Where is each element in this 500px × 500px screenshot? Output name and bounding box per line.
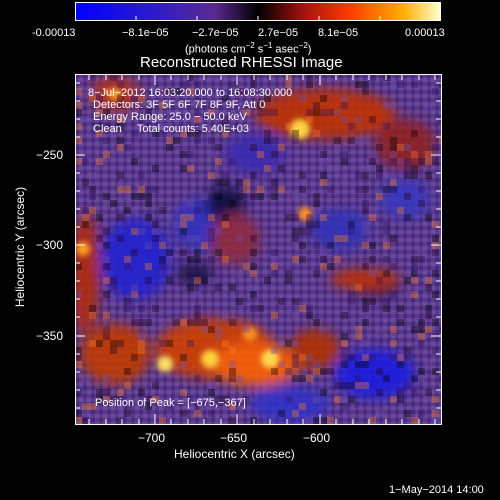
plot-title: Reconstructed RHESSI Image (140, 54, 343, 71)
annotation-time-range: 8−Jul−2012 16:03:20.000 to 16:08:30.000 (88, 87, 293, 99)
y-tick-label-3: −350 (36, 329, 64, 343)
units-sup-1: −2 (245, 41, 255, 50)
x-tick-label-3: −600 (303, 431, 331, 445)
units-part-3: asec (272, 43, 299, 56)
units-sup-3: −2 (298, 41, 308, 50)
colorbar (75, 2, 441, 21)
rhessi-image (75, 74, 441, 424)
units-sup-2: −1 (263, 41, 273, 50)
annotation-detectors: Detectors: 3F 5F 6F 7F 8F 9F, Att 0 (93, 99, 266, 111)
units-part-4: ) (307, 43, 312, 56)
x-tick-label-1: −700 (138, 431, 166, 445)
colorbar-tick-4: 2.7e−05 (258, 27, 299, 39)
colorbar-units: (photons cm−2 s−1 asec−2) (185, 40, 311, 56)
colorbar-tick-1: -0.00013 (32, 27, 76, 39)
y-axis-label: Heliocentric Y (arcsec) (13, 186, 27, 308)
colorbar-tick-3: −2.7e−05 (192, 27, 239, 39)
colorbar-tick-2: −8.1e−05 (122, 27, 169, 39)
units-part-1: (photons cm (185, 43, 246, 56)
units-part-2: s (254, 43, 264, 56)
annotation-counts: Clean Total counts: 5.40E+03 (93, 123, 250, 135)
y-tick-label-2: −300 (36, 238, 64, 252)
footer-date: 1−May−2014 14:00 (389, 484, 484, 496)
annotation-energy-range: Energy Range: 25.0 − 50.0 keV (93, 111, 247, 123)
pixel-noise (75, 74, 441, 424)
x-axis-label: Heliocentric X (arcsec) (174, 447, 295, 461)
colorbar-tick-5: 8.1e−05 (318, 27, 359, 39)
x-tick-label-2: −650 (220, 431, 248, 445)
annotation-peak-position: Position of Peak = [−675,−367] (95, 397, 246, 409)
colorbar-tick-6: 0.00013 (405, 27, 445, 39)
y-tick-label-1: −250 (36, 148, 64, 162)
